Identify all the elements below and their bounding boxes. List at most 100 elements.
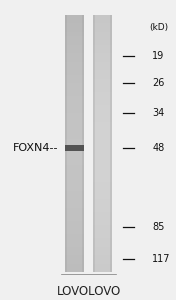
Bar — [65, 32, 84, 36]
Bar — [65, 45, 84, 49]
Bar — [93, 160, 112, 165]
Bar — [65, 169, 84, 173]
Bar — [65, 135, 84, 139]
Bar — [65, 242, 84, 247]
Bar — [65, 88, 84, 92]
Bar — [65, 182, 84, 186]
Bar — [65, 216, 84, 221]
Bar — [93, 96, 112, 100]
Text: LOVOLOVO: LOVOLOVO — [56, 286, 121, 298]
Bar — [93, 152, 112, 156]
Bar — [93, 45, 112, 49]
Bar — [93, 169, 112, 173]
Bar — [93, 126, 112, 130]
Bar — [93, 255, 112, 260]
Bar — [65, 36, 84, 40]
Bar — [65, 105, 84, 109]
Bar — [93, 118, 112, 122]
Bar — [65, 122, 84, 126]
Bar — [93, 66, 112, 70]
Bar — [65, 165, 84, 169]
Bar — [65, 92, 84, 96]
Bar — [65, 58, 84, 62]
Bar — [65, 100, 84, 105]
Bar — [65, 178, 84, 182]
Bar — [65, 23, 84, 28]
Bar — [93, 139, 112, 143]
Bar — [93, 259, 112, 264]
Bar — [93, 58, 112, 62]
Bar — [65, 118, 84, 122]
Bar — [93, 203, 112, 208]
Bar — [93, 23, 112, 28]
Bar — [65, 70, 84, 75]
Bar — [82, 15, 84, 272]
Bar — [93, 88, 112, 92]
Bar — [65, 143, 84, 148]
Bar — [65, 145, 84, 151]
Bar — [65, 190, 84, 195]
Bar — [65, 268, 84, 272]
Bar — [110, 15, 112, 272]
Text: FOXN4--: FOXN4-- — [12, 143, 58, 153]
Bar — [93, 246, 112, 251]
Bar — [93, 242, 112, 247]
Text: 48: 48 — [152, 143, 165, 153]
Bar — [65, 139, 84, 143]
Bar — [65, 83, 84, 88]
Bar — [93, 182, 112, 186]
Bar — [93, 36, 112, 40]
Bar — [93, 173, 112, 178]
Bar — [93, 79, 112, 83]
Bar — [93, 100, 112, 105]
Bar — [65, 259, 84, 264]
Bar — [93, 195, 112, 199]
Bar — [93, 130, 112, 135]
Text: (kD): (kD) — [149, 23, 168, 32]
Text: 26: 26 — [152, 78, 165, 88]
Bar — [65, 225, 84, 229]
Bar — [65, 203, 84, 208]
Bar — [65, 113, 84, 118]
Bar — [93, 40, 112, 45]
Bar — [65, 255, 84, 260]
Bar — [93, 190, 112, 195]
Bar — [65, 15, 84, 19]
Bar — [65, 238, 84, 242]
Bar — [65, 186, 84, 191]
Bar — [93, 225, 112, 229]
Bar — [65, 160, 84, 165]
Bar — [93, 49, 112, 53]
Bar — [65, 233, 84, 238]
Bar — [93, 229, 112, 234]
Bar — [93, 143, 112, 148]
Bar — [93, 178, 112, 182]
Bar — [93, 109, 112, 113]
Bar — [65, 221, 84, 225]
Bar — [65, 212, 84, 217]
Bar — [65, 246, 84, 251]
Bar — [65, 79, 84, 83]
Bar — [65, 152, 84, 156]
Bar — [93, 156, 112, 161]
Bar — [65, 264, 84, 268]
Bar — [93, 113, 112, 118]
Bar — [65, 40, 84, 45]
Bar — [65, 53, 84, 58]
Bar — [65, 109, 84, 113]
Bar — [93, 212, 112, 217]
Bar — [93, 148, 112, 152]
Bar — [93, 15, 95, 272]
Bar — [93, 165, 112, 169]
Bar — [93, 135, 112, 139]
Bar — [93, 83, 112, 88]
Bar — [65, 251, 84, 255]
Bar — [93, 238, 112, 242]
Bar — [93, 216, 112, 221]
Bar — [65, 66, 84, 70]
Bar — [93, 221, 112, 225]
Bar — [93, 75, 112, 79]
Bar — [93, 268, 112, 272]
Text: 117: 117 — [152, 254, 171, 264]
Bar — [65, 229, 84, 234]
